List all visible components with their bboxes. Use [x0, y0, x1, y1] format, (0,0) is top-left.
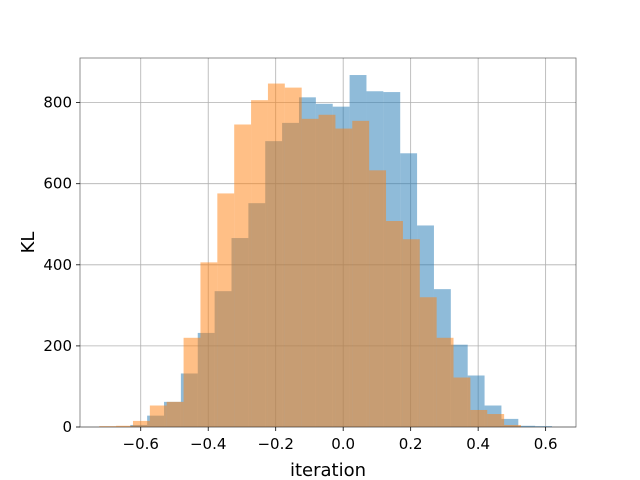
histogram-bar	[318, 114, 336, 428]
histogram-bar	[487, 414, 505, 427]
histogram-bar	[116, 425, 133, 427]
histogram-bar	[234, 124, 252, 427]
histogram-bar	[352, 120, 370, 427]
histogram-bar	[267, 83, 285, 428]
histogram-bar	[501, 418, 519, 427]
histogram-bar	[217, 193, 235, 427]
x-tick-label: 0.2	[399, 435, 423, 453]
x-tick-label: 0.0	[331, 435, 355, 453]
histogram-bar	[453, 377, 471, 427]
x-tick-label: −0.6	[123, 435, 159, 453]
histogram-bar	[251, 100, 268, 428]
histogram-bar	[99, 426, 117, 427]
histogram-bar	[504, 424, 522, 427]
y-tick-label: 600	[43, 175, 72, 193]
histogram-bars	[99, 75, 553, 428]
histogram-bar	[284, 87, 302, 427]
series-1-bars	[99, 83, 522, 428]
histogram-bar	[200, 262, 218, 427]
y-axis-label: KL	[18, 232, 39, 254]
histogram-bar	[535, 426, 553, 427]
axis-ticks: −0.6 −0.4 −0.2 0.0 0.2 0.4 0.6 0 200 400 600 800	[43, 94, 557, 453]
histogram-bar	[369, 170, 387, 428]
histogram-bar	[436, 337, 454, 427]
x-axis-label: iteration	[290, 460, 366, 480]
histogram-bar	[183, 337, 201, 427]
y-tick-label: 800	[43, 94, 72, 112]
histogram-bar	[419, 297, 437, 427]
histogram-bar	[470, 409, 488, 427]
x-tick-label: −0.2	[257, 435, 293, 453]
histogram-bar	[301, 118, 319, 428]
histogram-bar	[402, 239, 420, 427]
plot-frame	[79, 57, 577, 428]
histogram-bar	[518, 425, 536, 427]
axes-frame	[79, 57, 577, 428]
histogram-bar	[149, 405, 167, 427]
x-tick-label: −0.4	[190, 435, 226, 453]
y-tick-label: 0	[62, 418, 72, 436]
y-tick-label: 400	[43, 256, 72, 274]
x-tick-label: 0.4	[466, 435, 490, 453]
histogram-bar	[386, 221, 403, 427]
histogram-bar	[166, 401, 184, 427]
histogram-bar	[132, 420, 150, 427]
histogram-bar	[335, 128, 353, 428]
y-tick-label: 200	[43, 337, 72, 355]
x-tick-label: 0.6	[534, 435, 558, 453]
